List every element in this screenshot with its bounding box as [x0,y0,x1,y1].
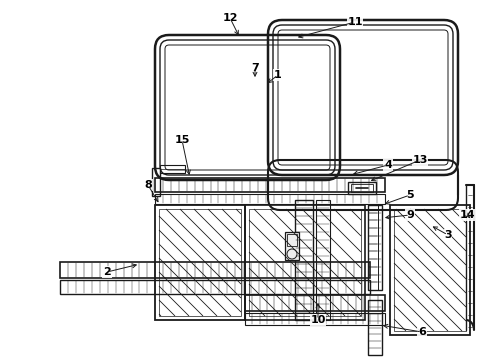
Bar [245,295,385,311]
Text: 8: 8 [144,180,152,190]
Bar [368,205,382,290]
Text: 6: 6 [418,327,426,337]
Bar [390,205,470,335]
Text: 13: 13 [412,155,428,165]
Bar [155,205,245,320]
Bar [285,232,299,260]
Text: 4: 4 [384,160,392,170]
Bar [368,300,382,355]
Bar [368,205,378,290]
Bar [245,205,365,320]
Bar [287,234,297,246]
Bar [60,280,370,294]
Text: 3: 3 [444,230,452,240]
Bar [316,200,330,320]
Bar [394,209,466,331]
Text: 2: 2 [103,267,111,277]
Bar [295,200,313,320]
Bar [60,262,370,278]
Bar [245,313,385,325]
Bar [159,209,241,316]
Text: 5: 5 [406,190,414,200]
Bar [155,178,385,192]
Text: 15: 15 [174,135,190,145]
Text: 9: 9 [406,210,414,220]
Bar [249,209,361,316]
Text: 11: 11 [347,17,363,27]
Bar [160,165,185,173]
Text: 10: 10 [310,315,326,325]
Bar [155,194,385,204]
Bar [152,168,160,196]
Text: 14: 14 [459,210,475,220]
Bar [348,182,376,194]
Bar [351,184,373,192]
Text: 12: 12 [222,13,238,23]
Text: 1: 1 [274,70,282,80]
Text: 7: 7 [251,63,259,73]
